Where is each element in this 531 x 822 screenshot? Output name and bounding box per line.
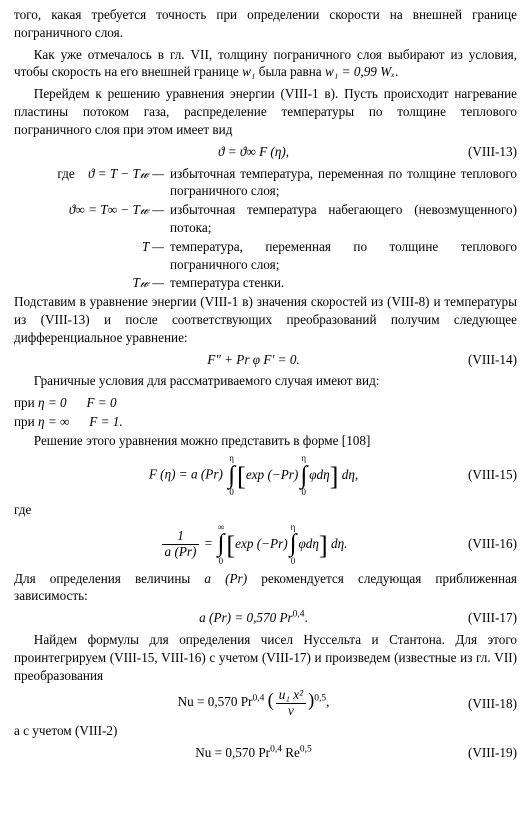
eq15-lowlim: 0 <box>229 488 233 497</box>
eq16-tail: dη. <box>331 535 347 553</box>
equation-13: ϑ = ϑ∞ F (η), (VIII-13) <box>14 143 517 161</box>
eq14-body: F″ + Pr φ F′ = 0. <box>62 351 445 369</box>
eq19-b: Re <box>282 745 300 760</box>
cond1-a: при <box>14 395 38 410</box>
eq19-e1: 0,4 <box>270 745 282 755</box>
boundary-cond-2: при η = ∞ F = 1. <box>14 413 517 431</box>
eq14-number: (VIII-14) <box>445 351 517 369</box>
eq18-fr-num: u₁ x² <box>276 688 306 703</box>
eq13-number: (VIII-13) <box>445 143 517 161</box>
eq16-inner1: exp (−Pr) <box>235 535 287 553</box>
def4-left: T𝓌 — <box>14 274 170 292</box>
where-label: где <box>57 166 74 181</box>
eq18-a: Nu = 0,570 Pr <box>178 694 253 709</box>
eq18-comma: , <box>326 694 329 709</box>
def3-right: температура, переменная по толщине тепло… <box>170 238 517 274</box>
paragraph-9: а с учетом (VIII-2) <box>14 722 517 740</box>
eq16-frac-num: 1 <box>174 529 187 544</box>
equation-15: F (η) = a (Pr) η∫0 [ exp (−Pr) η∫0 φdη ]… <box>14 454 517 497</box>
eq16-lowlim2: 0 <box>291 557 295 566</box>
eq16-number: (VIII-16) <box>445 535 517 553</box>
where-2: где <box>14 501 517 519</box>
def3-left: T — <box>14 238 170 274</box>
eq16-lowlim: 0 <box>219 557 223 566</box>
eq18-e1: 0,4 <box>252 694 264 704</box>
cond1-c: F = 0 <box>86 395 116 410</box>
eq17-dot: . <box>305 610 308 625</box>
paragraph-6: Решение этого уравнения можно представит… <box>14 432 517 450</box>
equation-16: 1 a (Pr) = ∞∫0 [ exp (−Pr) η∫0 φdη ] dη.… <box>14 523 517 566</box>
eq15-tail: dη, <box>342 466 358 484</box>
def1-left: ϑ = T − T𝓌 — <box>88 166 164 181</box>
equation-19: Nu = 0,570 Pr0,4 Re0,5 (VIII-19) <box>14 744 517 762</box>
eq15-lhs: F (η) = a (Pr) <box>149 466 223 481</box>
sym-w1: w₁ <box>242 64 255 79</box>
boundary-cond-1: при η = 0 F = 0 <box>14 394 517 412</box>
eq15-lowlim2: 0 <box>302 488 306 497</box>
p7-a: Для определения величины <box>14 571 204 586</box>
eq18-fr-den: ν <box>285 704 297 719</box>
eq16-body: 1 a (Pr) = ∞∫0 [ exp (−Pr) η∫0 φdη ] dη. <box>62 523 445 566</box>
eq19-body: Nu = 0,570 Pr0,4 Re0,5 <box>62 744 445 762</box>
equation-14: F″ + Pr φ F′ = 0. (VIII-14) <box>14 351 517 369</box>
eq16-inner2: φdη <box>298 535 318 553</box>
cond1-b: η = 0 <box>38 395 67 410</box>
paragraph-7: Для определения величины a (Pr) рекоменд… <box>14 570 517 606</box>
def-row-1: где ϑ = T − T𝓌 — избыточная температура,… <box>14 165 517 201</box>
eq17-number: (VIII-17) <box>445 609 517 627</box>
equation-17: a (Pr) = 0,570 Pr0,4. (VIII-17) <box>14 609 517 627</box>
eq15-number: (VIII-15) <box>445 466 517 484</box>
eq13-body: ϑ = ϑ∞ F (η), <box>62 143 445 161</box>
eq15-inner2: φdη <box>309 466 329 484</box>
def-row-3: T — температура, переменная по толщине т… <box>14 238 517 274</box>
paragraph-2: Как уже отмечалось в гл. VII, толщину по… <box>14 46 517 82</box>
paragraph-1: того, какая требуется точность при опред… <box>14 6 517 42</box>
p7-b: a (Pr) <box>204 571 247 586</box>
eq19-number: (VIII-19) <box>445 744 517 762</box>
eq15-inner1: exp (−Pr) <box>246 466 298 484</box>
eq19-e2: 0,5 <box>300 745 312 755</box>
cond2-c: F = 1. <box>89 414 122 429</box>
def-row-4: T𝓌 — температура стенки. <box>14 274 517 292</box>
eq18-e2: 0,5 <box>314 694 326 704</box>
paragraph-8: Найдем формулы для определения чисел Нус… <box>14 631 517 684</box>
eq15-body: F (η) = a (Pr) η∫0 [ exp (−Pr) η∫0 φdη ]… <box>62 454 445 497</box>
eq19-a: Nu = 0,570 Pr <box>195 745 270 760</box>
paragraph-4: Подставим в уравнение энергии (VIII-1 в)… <box>14 293 517 346</box>
eq17-text: a (Pr) = 0,570 Pr <box>199 610 293 625</box>
eq14-text: F″ + Pr φ F′ = 0. <box>207 352 299 367</box>
cond2-a: при <box>14 414 38 429</box>
eq18-number: (VIII-18) <box>445 695 517 713</box>
p2-text-c: . <box>395 64 398 79</box>
p2-text-b: была равна <box>255 64 324 79</box>
paragraph-3: Перейдем к решению уравнения энергии (VI… <box>14 85 517 138</box>
def4-right: температура стенки. <box>170 274 517 292</box>
eq-w1: w₁ = 0,99 Wₓ <box>325 64 395 79</box>
eq16-eq: = <box>205 535 212 550</box>
def2-left: ϑ∞ = T∞ − T𝓌 — <box>14 201 170 237</box>
eq18-body: Nu = 0,570 Pr0,4 (u₁ x²ν)0,5, <box>62 688 445 718</box>
eq17-exp: 0,4 <box>293 610 305 620</box>
def-row-2: ϑ∞ = T∞ − T𝓌 — избыточная температура на… <box>14 201 517 237</box>
eq17-body: a (Pr) = 0,570 Pr0,4. <box>62 609 445 627</box>
def2-right: избыточная температура набегающего (нево… <box>170 201 517 237</box>
eq16-frac-den: a (Pr) <box>162 545 200 560</box>
equation-18: Nu = 0,570 Pr0,4 (u₁ x²ν)0,5, (VIII-18) <box>14 688 517 718</box>
cond2-b: η = ∞ <box>38 414 69 429</box>
def1-right: избыточная температура, переменная по то… <box>170 165 517 201</box>
paragraph-5: Граничные условия для рассматриваемого с… <box>14 372 517 390</box>
